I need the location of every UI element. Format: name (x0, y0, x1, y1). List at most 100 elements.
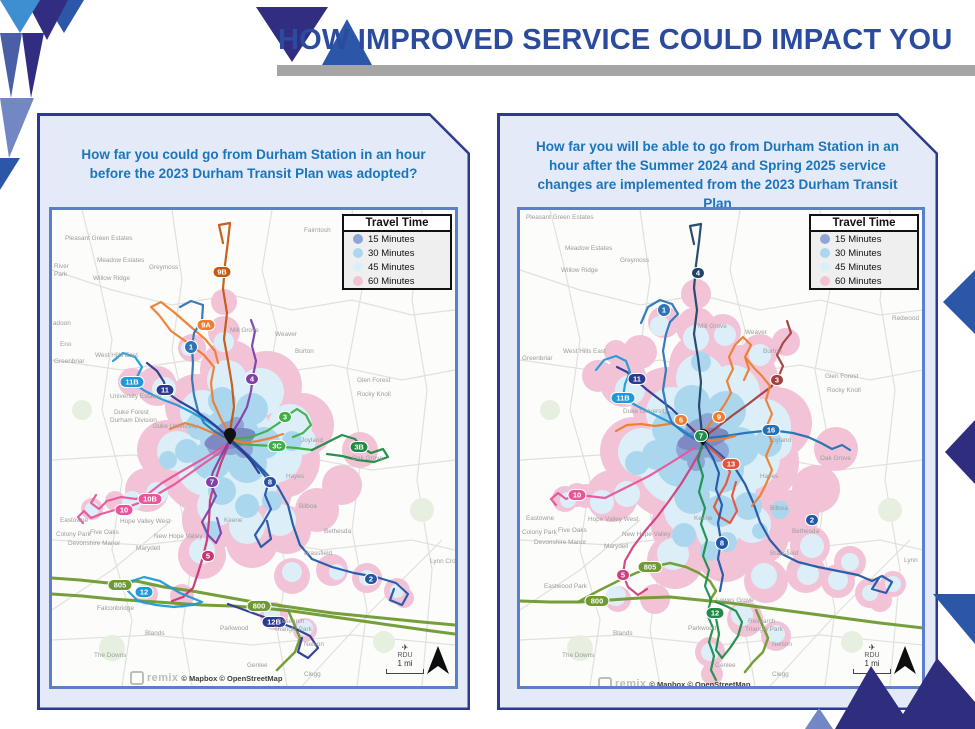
title-underline-bar (277, 65, 975, 76)
route-badge-7 (205, 476, 219, 488)
legend-row: 15 Minutes (811, 232, 917, 246)
legend-label: 45 Minutes (835, 261, 882, 273)
legend-label: 60 Minutes (368, 275, 415, 287)
place-label: Lowes Grove (716, 597, 754, 604)
place-label: Blands (145, 630, 165, 637)
legend-items: 15 Minutes 30 Minutes 45 Minutes 60 Minutes (344, 232, 450, 288)
place-label: Mill Grove (230, 327, 259, 334)
place-label: Devonshire Manor (534, 539, 587, 546)
route-line-7 (200, 441, 230, 545)
place-label: Greymoss (620, 257, 649, 264)
route-badge-label: 800 (253, 602, 266, 611)
legend-row: 30 Minutes (344, 246, 450, 260)
route-badge-11 (155, 384, 175, 396)
place-label: Joyland (301, 437, 323, 444)
route-badge-12 (705, 607, 725, 619)
legend-label: 30 Minutes (368, 247, 415, 259)
place-label: Rocky Knoll (827, 387, 861, 394)
remix-logo: remix (615, 678, 647, 689)
route-line-unlabeled (743, 608, 770, 674)
place-labels: Pleasant Green Estates Fairntosh Meadow Es… (53, 227, 455, 678)
legend-row: 15 Minutes (344, 232, 450, 246)
place-label: Oak Grove (820, 455, 851, 462)
route-badge-label: 2 (810, 516, 814, 525)
place-label: adoon (53, 320, 71, 327)
place-label: Colony Park (522, 529, 558, 536)
place-label: The Downs (562, 652, 594, 659)
route-badge-label: 5 (206, 552, 210, 561)
place-label: Glen Forest (825, 373, 859, 380)
place-label: Fairntosh (304, 227, 331, 234)
route-badge-805 (637, 561, 663, 573)
route-badge-9B (212, 266, 232, 278)
place-label: Burton (763, 348, 782, 355)
place-label: Genlee (247, 662, 268, 669)
legend-dot-icon (820, 276, 830, 286)
place-label: Parkwood (220, 625, 249, 632)
place-labels: Pleasant Green Estates Meadow Estates Grey… (522, 214, 919, 678)
route-badge-label: 3 (775, 376, 779, 385)
place-label: Mill Grove (698, 323, 727, 330)
place-label: Meadow Estates (97, 257, 144, 264)
place-label: Greenbriar (522, 355, 553, 362)
route-badge-label: 3C (272, 442, 282, 451)
place-label: Lynn Cros (430, 558, 455, 565)
legend-dot-icon (353, 248, 363, 258)
place-label: Durham Division (110, 417, 157, 424)
remix-logo-icon (130, 671, 144, 685)
route-line-10B (89, 444, 226, 511)
route-badge-11B (610, 392, 636, 404)
place-label: Duke University (153, 423, 199, 430)
route-badge-3 (278, 411, 292, 423)
panel-after-title: How far you will be able to go from Durh… (535, 139, 900, 212)
legend-label: 15 Minutes (835, 233, 882, 245)
page-title: HOW IMPROVED SERVICE COULD IMPACT YOU (278, 24, 953, 56)
route-line-11B (111, 351, 231, 439)
place-label: Redwood (892, 315, 919, 322)
route-badge-label: 805 (644, 563, 657, 572)
remix-logo: remix (147, 672, 179, 684)
legend-label: 30 Minutes (835, 247, 882, 259)
airplane-icon: ✈ (401, 642, 409, 652)
place-label: Triangle Park (274, 626, 313, 633)
route-line-2 (704, 441, 894, 595)
place-label: Rocky Knoll (357, 391, 391, 398)
route-badge-label: 16 (767, 426, 775, 435)
place-label: Greymoss (149, 264, 178, 271)
legend-label: 15 Minutes (368, 233, 415, 245)
place-label: Pleasant Green Estates (526, 214, 594, 221)
route-badge-label: 9 (717, 413, 721, 422)
route-badge-label: 7 (210, 478, 214, 487)
route-badge-11B (119, 376, 145, 388)
place-label: Five Oaks (90, 529, 119, 536)
route-badge-1 (184, 340, 198, 354)
route-badge-label: 6 (679, 416, 683, 425)
scale-and-north: ✈ RDU 1 mi (386, 642, 449, 674)
route-badge-label: 10 (120, 506, 128, 515)
place-label: Weaver (745, 329, 768, 336)
place-label: Burton (295, 348, 314, 355)
route-badge-3C (267, 440, 287, 452)
place-label: Brassfield (770, 550, 799, 557)
route-line-7 (696, 430, 718, 682)
remix-logo-icon (598, 677, 612, 686)
place-label: Eastowne (526, 515, 555, 522)
place-label: Pleasant Green Estates (65, 235, 133, 242)
route-badge-3B (349, 441, 369, 453)
corner-triangles-decoration (0, 0, 84, 190)
panel-before-title: How far you could go from Durham Station… (81, 147, 426, 182)
logo-triangles (256, 7, 372, 65)
place-label: Park (54, 271, 68, 278)
route-badge-label: 5 (621, 571, 625, 580)
route-badge-label: 9B (217, 268, 227, 277)
route-badge-6 (674, 414, 688, 426)
route-line-8 (702, 441, 725, 593)
route-badge-12 (134, 586, 154, 598)
route-badge-label: 8 (720, 539, 724, 548)
route-badge-805 (107, 579, 133, 591)
route-badge-label: 800 (591, 597, 604, 606)
travel-time-legend: Travel Time 15 Minutes 30 Minutes 45 Minut… (809, 214, 919, 290)
